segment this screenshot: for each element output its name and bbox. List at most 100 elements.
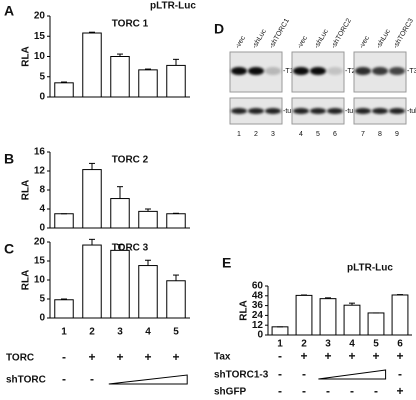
- y-axis-label: RLA: [239, 300, 250, 321]
- bar: [110, 198, 130, 229]
- x-tick-label: 4: [145, 327, 151, 338]
- condition-label: shGFP: [214, 387, 247, 398]
- ramp-triangle: [318, 369, 387, 380]
- band: [389, 67, 405, 75]
- x-tick-label: 2: [301, 339, 307, 350]
- panel-letter: E: [222, 255, 231, 271]
- condition-label: Tax: [214, 352, 231, 363]
- bar: [319, 298, 337, 336]
- condition-mark: -: [90, 372, 94, 386]
- condition-mark: -: [374, 384, 378, 398]
- lane-label: -shTORC3: [392, 17, 415, 49]
- condition-mark: -: [398, 367, 402, 381]
- x-tick-label: 5: [173, 327, 179, 338]
- panel-letter: C: [4, 241, 14, 257]
- x-tick-label: 6: [397, 339, 403, 350]
- y-axis-label: RLA: [21, 180, 32, 201]
- bar: [110, 56, 130, 98]
- y-tick-label: 15: [34, 256, 46, 267]
- band: [327, 67, 343, 75]
- y-tick-label: 5: [39, 294, 45, 305]
- band: [231, 67, 247, 75]
- y-tick-label: 36: [252, 300, 264, 311]
- condition-mark: +: [348, 349, 355, 363]
- y-tick-label: 0: [39, 92, 45, 103]
- band: [231, 108, 247, 114]
- condition-mark: -: [350, 384, 354, 398]
- x-tick-label: 2: [89, 327, 95, 338]
- lane-number: 9: [395, 131, 399, 138]
- chart-title: TORC 1: [112, 19, 149, 30]
- bar: [343, 304, 361, 336]
- x-tick-label: 4: [349, 339, 355, 350]
- bar: [138, 210, 158, 229]
- y-tick-label: 0: [39, 313, 45, 324]
- lane-number: 3: [271, 131, 275, 138]
- lane-number: 2: [254, 131, 258, 138]
- condition-mark: +: [116, 350, 123, 364]
- condition-mark: +: [396, 384, 403, 398]
- y-tick-label: 12: [252, 320, 264, 331]
- x-tick-label: 5: [373, 339, 379, 350]
- x-tick-label: 3: [325, 339, 331, 350]
- condition-label: shTORC: [6, 375, 46, 386]
- band: [355, 67, 371, 75]
- band: [310, 108, 326, 114]
- y-tick-label: 0: [39, 223, 45, 234]
- bar: [138, 69, 158, 98]
- lane-label: -vec: [358, 35, 371, 50]
- lane-label: -shLuc: [313, 28, 330, 50]
- bar: [138, 265, 158, 319]
- y-tick-label: 24: [252, 310, 264, 321]
- bar: [82, 244, 102, 319]
- y-tick-label: 12: [34, 166, 46, 177]
- band: [265, 108, 281, 114]
- band-label: -tub: [407, 108, 416, 115]
- y-axis-label: RLA: [21, 270, 32, 291]
- bar: [54, 82, 74, 98]
- chart-title: TORC 3: [112, 243, 149, 254]
- band: [327, 108, 343, 114]
- x-tick-label: 3: [117, 327, 123, 338]
- condition-mark: -: [62, 350, 66, 364]
- lane-label: -shLuc: [251, 28, 268, 50]
- lane-number: 8: [378, 131, 382, 138]
- bar: [271, 326, 289, 336]
- lane-number: 6: [333, 131, 337, 138]
- bar: [166, 213, 186, 229]
- annotation: pLTR-Luc: [150, 1, 196, 12]
- y-tick-label: 10: [34, 51, 46, 62]
- condition-mark: +: [144, 350, 151, 364]
- band: [248, 67, 264, 75]
- band-label: -tub: [283, 108, 295, 115]
- x-tick-label: 1: [277, 339, 283, 350]
- y-tick-label: 60: [252, 281, 264, 292]
- chart-title: pLTR-Luc: [347, 263, 393, 274]
- panel-letter: A: [4, 3, 14, 19]
- condition-mark: +: [88, 350, 95, 364]
- lane-label: -shTORC2: [330, 17, 353, 49]
- band: [293, 108, 309, 114]
- condition-mark: -: [62, 372, 66, 386]
- condition-mark: +: [372, 349, 379, 363]
- lane-number: 1: [237, 131, 241, 138]
- ramp-triangle: [108, 374, 188, 385]
- bar: [82, 32, 102, 98]
- condition-mark: +: [172, 350, 179, 364]
- panel-letter: D: [214, 21, 224, 37]
- band-label: -T1: [283, 68, 294, 75]
- band-label: -tub: [345, 108, 357, 115]
- y-tick-label: 5: [39, 71, 45, 82]
- band: [372, 108, 388, 114]
- band: [265, 67, 281, 75]
- condition-mark: +: [300, 349, 307, 363]
- x-tick-label: 1: [61, 327, 67, 338]
- band: [293, 67, 309, 75]
- lane-label: -shLuc: [375, 28, 392, 50]
- lane-label: -shTORC1: [268, 17, 291, 49]
- condition-mark: -: [326, 384, 330, 398]
- condition-mark: +: [396, 349, 403, 363]
- condition-mark: -: [278, 349, 282, 363]
- chart-title: TORC 2: [112, 155, 149, 166]
- bar: [166, 280, 186, 319]
